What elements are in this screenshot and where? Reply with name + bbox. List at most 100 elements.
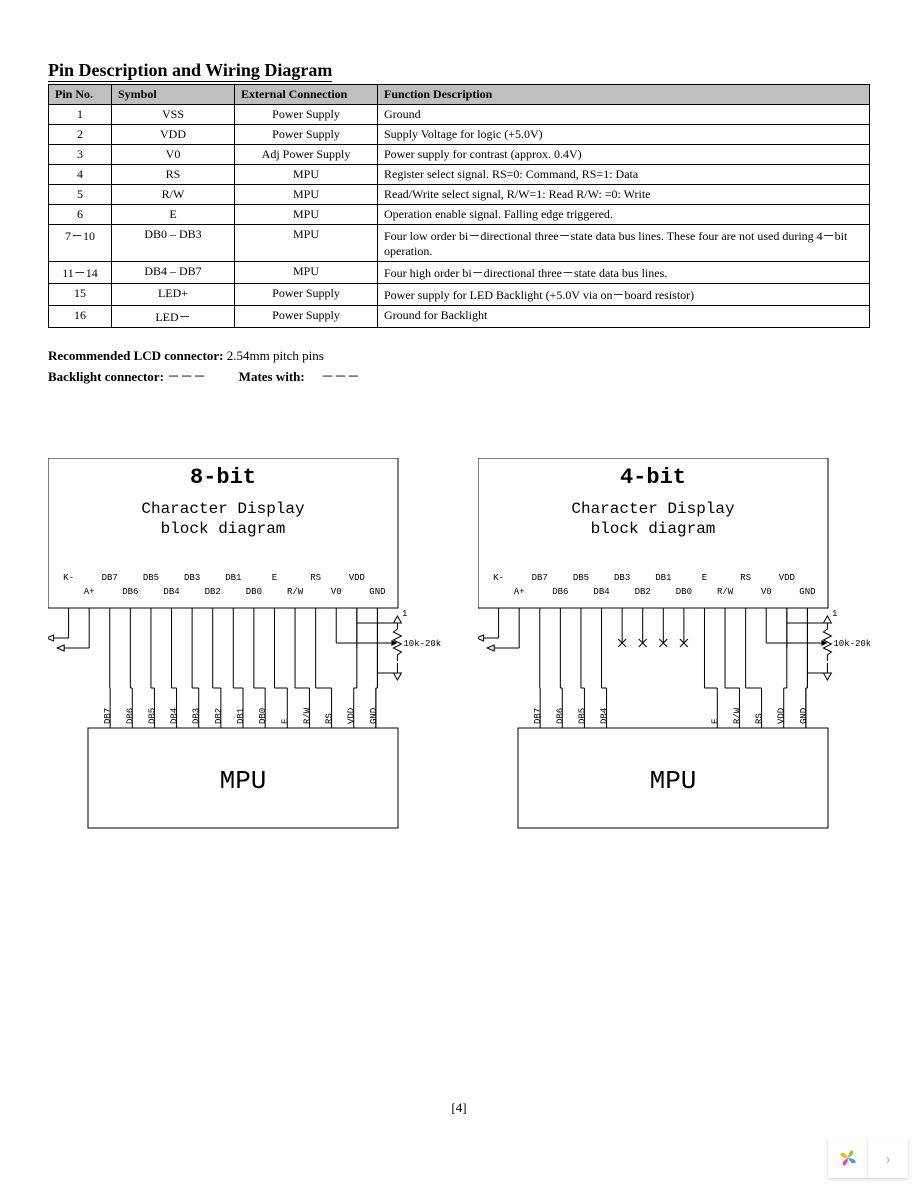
- mates-label: Mates with:: [239, 369, 305, 384]
- table-cell: LED+: [112, 284, 235, 306]
- svg-text:A+: A+: [84, 587, 95, 597]
- svg-text:1: 1: [832, 609, 837, 619]
- svg-text:DB2: DB2: [635, 587, 651, 597]
- table-cell: Ground: [378, 105, 870, 125]
- table-cell: Ground for Backlight: [378, 306, 870, 328]
- svg-text:R/W: R/W: [717, 587, 734, 597]
- back-value: －－－: [167, 369, 206, 384]
- table-cell: MPU: [235, 225, 378, 262]
- svg-text:DB0: DB0: [676, 587, 692, 597]
- svg-text:DB4: DB4: [170, 707, 180, 723]
- svg-text:V0: V0: [761, 587, 772, 597]
- table-cell: Adj Power Supply: [235, 145, 378, 165]
- svg-text:DB5: DB5: [573, 573, 589, 583]
- table-cell: MPU: [235, 205, 378, 225]
- svg-text:A+: A+: [514, 587, 525, 597]
- pin-table: Pin No. Symbol External Connection Funct…: [48, 84, 870, 328]
- svg-text:VDD: VDD: [777, 707, 787, 723]
- table-cell: MPU: [235, 262, 378, 284]
- table-cell: Supply Voltage for logic (+5.0V): [378, 125, 870, 145]
- svg-text:10k-20k: 10k-20k: [833, 639, 871, 649]
- svg-text:Character Display: Character Display: [141, 500, 305, 518]
- svg-text:E: E: [272, 573, 277, 583]
- svg-text:DB6: DB6: [125, 707, 135, 723]
- table-cell: DB0 – DB3: [112, 225, 235, 262]
- table-row: 11－14DB4 – DB7MPUFour high order bi－dire…: [49, 262, 870, 284]
- svg-text:DB2: DB2: [205, 587, 221, 597]
- table-cell: MPU: [235, 185, 378, 205]
- svg-text:VDD: VDD: [347, 707, 357, 723]
- svg-text:DB1: DB1: [236, 707, 246, 723]
- svg-text:K-: K-: [63, 573, 74, 583]
- table-cell: 3: [49, 145, 112, 165]
- svg-text:4-bit: 4-bit: [620, 465, 686, 490]
- table-cell: V0: [112, 145, 235, 165]
- svg-text:GND: GND: [369, 707, 379, 723]
- svg-text:DB7: DB7: [103, 707, 113, 723]
- svg-text:RS: RS: [325, 713, 335, 724]
- th-pin: Pin No.: [49, 85, 112, 105]
- table-cell: Power supply for contrast (approx. 0.4V): [378, 145, 870, 165]
- svg-text:Character Display: Character Display: [571, 500, 735, 518]
- table-cell: DB4 – DB7: [112, 262, 235, 284]
- table-cell: Power Supply: [235, 306, 378, 328]
- table-cell: Power Supply: [235, 105, 378, 125]
- table-cell: Power Supply: [235, 125, 378, 145]
- svg-text:R/W: R/W: [302, 707, 312, 724]
- table-cell: 11－14: [49, 262, 112, 284]
- logo-icon: [828, 1138, 868, 1178]
- svg-text:DB0: DB0: [258, 707, 268, 723]
- svg-text:DB3: DB3: [192, 707, 202, 723]
- table-row: 4RSMPURegister select signal. RS=0: Comm…: [49, 165, 870, 185]
- svg-text:DB1: DB1: [655, 573, 671, 583]
- svg-text:1: 1: [402, 609, 407, 619]
- svg-text:DB5: DB5: [143, 573, 159, 583]
- svg-text:GND: GND: [799, 707, 809, 723]
- table-cell: Register select signal. RS=0: Command, R…: [378, 165, 870, 185]
- svg-text:DB6: DB6: [122, 587, 138, 597]
- svg-text:V0: V0: [331, 587, 342, 597]
- svg-text:DB6: DB6: [552, 587, 568, 597]
- table-cell: 2: [49, 125, 112, 145]
- svg-text:DB3: DB3: [614, 573, 630, 583]
- svg-text:8-bit: 8-bit: [190, 465, 256, 490]
- table-cell: VSS: [112, 105, 235, 125]
- svg-text:DB2: DB2: [214, 707, 224, 723]
- svg-text:DB0: DB0: [246, 587, 262, 597]
- table-cell: Power Supply: [235, 284, 378, 306]
- svg-text:MPU: MPU: [220, 766, 267, 796]
- svg-text:block diagram: block diagram: [161, 520, 286, 538]
- table-row: 5R/WMPURead/Write select signal, R/W=1: …: [49, 185, 870, 205]
- diagram-4bit: 4-bitCharacter Displayblock diagramK-A+D…: [478, 458, 878, 842]
- page-title: Pin Description and Wiring Diagram: [48, 60, 332, 82]
- table-cell: 1: [49, 105, 112, 125]
- diagram-8bit: 8-bit Character Display block diagram K- A+ D…: [48, 458, 448, 842]
- svg-text:K-: K-: [493, 573, 504, 583]
- table-cell: Operation enable signal. Falling edge tr…: [378, 205, 870, 225]
- next-icon[interactable]: ›: [868, 1138, 908, 1178]
- table-cell: Read/Write select signal, R/W=1: Read R/…: [378, 185, 870, 205]
- svg-text:RS: RS: [740, 573, 751, 583]
- svg-text:R/W: R/W: [287, 587, 304, 597]
- svg-text:DB3: DB3: [184, 573, 200, 583]
- svg-text:GND: GND: [369, 587, 385, 597]
- footer-icons: ›: [828, 1138, 908, 1178]
- back-label: Backlight connector:: [48, 369, 164, 384]
- notes-block: Recommended LCD connector: 2.54mm pitch …: [48, 346, 870, 388]
- table-cell: Power supply for LED Backlight (+5.0V vi…: [378, 284, 870, 306]
- mates-value: －－－: [321, 369, 360, 384]
- table-cell: MPU: [235, 165, 378, 185]
- svg-text:DB7: DB7: [102, 573, 118, 583]
- svg-text:VDD: VDD: [779, 573, 795, 583]
- svg-text:DB5: DB5: [147, 707, 157, 723]
- svg-text:DB6: DB6: [555, 707, 565, 723]
- table-cell: 16: [49, 306, 112, 328]
- svg-text:RS: RS: [310, 573, 321, 583]
- svg-text:E: E: [702, 573, 707, 583]
- table-cell: 15: [49, 284, 112, 306]
- th-func: Function Description: [378, 85, 870, 105]
- page-number: [4]: [0, 1100, 918, 1116]
- table-row: 6EMPUOperation enable signal. Falling ed…: [49, 205, 870, 225]
- table-cell: RS: [112, 165, 235, 185]
- table-row: 15LED+Power SupplyPower supply for LED B…: [49, 284, 870, 306]
